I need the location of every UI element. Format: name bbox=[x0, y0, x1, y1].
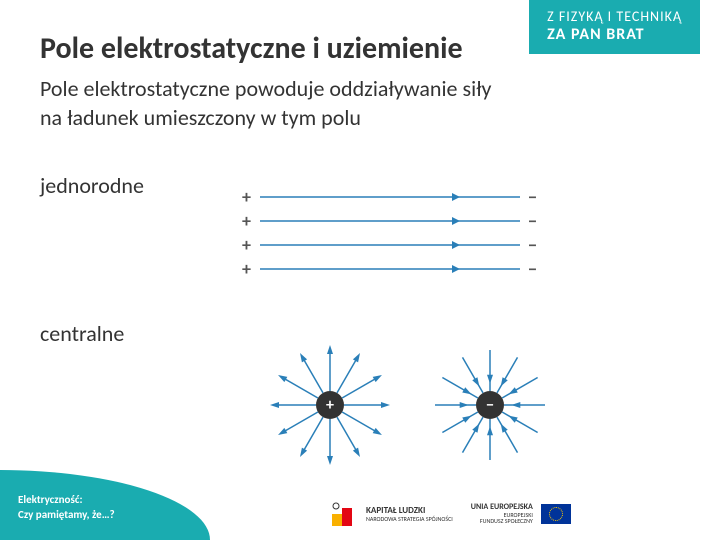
eu-sub: EUROPEJSKIFUNDUSZ SPOŁECZNY bbox=[471, 512, 533, 525]
footer-l2: Czy pamiętamy, że…? bbox=[18, 508, 115, 522]
label-uniform: jednorodne bbox=[40, 172, 144, 199]
kl-sub: NARODOWA STRATEGIA SPÓJNOŚCI bbox=[366, 516, 453, 523]
svg-text:+: + bbox=[242, 186, 251, 208]
eu-flag-icon bbox=[541, 504, 571, 524]
footer-text: Elektryczność: Czy pamiętamy, że…? bbox=[18, 493, 115, 522]
kl-logo-icon bbox=[330, 500, 358, 528]
badge-line1: Z FIZYKĄ I TECHNIKĄ bbox=[547, 8, 682, 25]
svg-text:−: − bbox=[486, 396, 494, 415]
svg-text:−: − bbox=[528, 210, 537, 232]
sponsor-kl: KAPITAŁ LUDZKI NARODOWA STRATEGIA SPÓJNO… bbox=[330, 500, 453, 528]
svg-text:−: − bbox=[528, 234, 537, 256]
svg-text:+: + bbox=[242, 234, 251, 256]
svg-text:−: − bbox=[528, 258, 537, 280]
intro-text: Pole elektrostatyczne powoduje oddziaływ… bbox=[40, 75, 492, 132]
sponsor-eu: UNIA EUROPEJSKA EUROPEJSKIFUNDUSZ SPOŁEC… bbox=[471, 503, 571, 525]
svg-text:+: + bbox=[242, 210, 251, 232]
footer-l1: Elektryczność: bbox=[18, 493, 115, 507]
badge-line2: ZA PAN BRAT bbox=[547, 25, 682, 44]
brand-badge: Z FIZYKĄ I TECHNIKĄ ZA PAN BRAT bbox=[529, 0, 700, 54]
svg-text:+: + bbox=[242, 258, 251, 280]
sponsor-bar: KAPITAŁ LUDZKI NARODOWA STRATEGIA SPÓJNO… bbox=[330, 500, 571, 528]
diagram-uniform-field: + − + − + − + − bbox=[230, 185, 550, 295]
label-central: centralne bbox=[40, 320, 124, 347]
diagram-central-field: +− bbox=[260, 340, 580, 470]
svg-text:−: − bbox=[528, 186, 537, 208]
page-title: Pole elektrostatyczne i uziemienie bbox=[40, 30, 463, 67]
svg-text:+: + bbox=[326, 396, 334, 415]
goggles-icon bbox=[704, 18, 720, 48]
